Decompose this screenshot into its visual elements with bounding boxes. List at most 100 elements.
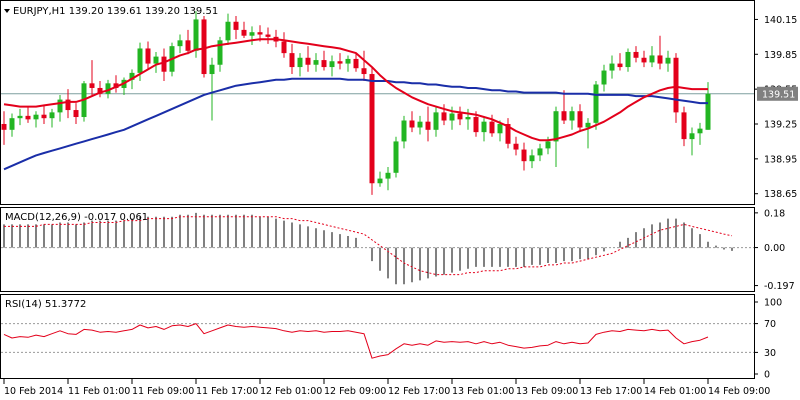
candle-body bbox=[73, 110, 79, 118]
candle-body bbox=[409, 120, 415, 128]
price-header: EURJPY,H1 139.20 139.61 139.20 139.51 bbox=[4, 6, 218, 17]
candle-body bbox=[305, 57, 311, 65]
candle-body bbox=[609, 63, 615, 71]
price-panel-frame bbox=[0, 0, 755, 205]
candle-body bbox=[689, 133, 695, 140]
candle-body bbox=[249, 32, 255, 36]
candle-body bbox=[553, 111, 559, 142]
candle-body bbox=[457, 113, 463, 120]
candle-body bbox=[705, 93, 711, 130]
candle-body bbox=[257, 32, 263, 35]
candle-body bbox=[193, 19, 199, 51]
candle-body bbox=[473, 117, 479, 133]
candle-body bbox=[393, 141, 399, 173]
candle-body bbox=[49, 112, 55, 119]
collapse-arrow-icon bbox=[4, 9, 10, 13]
candle-body bbox=[233, 21, 239, 30]
rsi-axis-label: 100 bbox=[764, 298, 782, 309]
candle-body bbox=[289, 53, 295, 68]
time-axis-label: 10 Feb 2014 bbox=[4, 386, 63, 397]
candle-body bbox=[33, 114, 39, 120]
time-axis-label: 12 Feb 17:00 bbox=[388, 386, 450, 397]
candle-body bbox=[1, 123, 7, 130]
candle-body bbox=[425, 121, 431, 130]
candle-body bbox=[577, 111, 583, 128]
candle-body bbox=[105, 83, 111, 94]
candle-body bbox=[337, 61, 343, 64]
candle-body bbox=[25, 115, 31, 120]
price-plot bbox=[1, 11, 754, 195]
candle-body bbox=[185, 40, 191, 51]
candle-body bbox=[545, 141, 551, 149]
candle-body bbox=[17, 115, 23, 119]
candle-body bbox=[89, 83, 95, 88]
candle-body bbox=[201, 19, 207, 75]
candle-body bbox=[65, 99, 71, 111]
candle-body bbox=[145, 48, 151, 64]
time-axis-label: 11 Feb 01:00 bbox=[68, 386, 130, 397]
price-axis-label: 139.25 bbox=[764, 119, 797, 130]
candle-body bbox=[633, 51, 639, 58]
time-axis-label: 14 Feb 09:00 bbox=[708, 386, 770, 397]
time-axis-label: 14 Feb 01:00 bbox=[644, 386, 706, 397]
candle-body bbox=[361, 68, 367, 75]
candle-body bbox=[561, 111, 567, 121]
time-axis-label: 12 Feb 09:00 bbox=[324, 386, 386, 397]
candle-body bbox=[625, 51, 631, 68]
rsi-axis-label: 0 bbox=[764, 370, 770, 381]
candle-body bbox=[97, 87, 103, 94]
candle-body bbox=[529, 155, 535, 162]
rsi-axis-label: 70 bbox=[764, 319, 776, 330]
candle-body bbox=[129, 72, 135, 80]
candle-body bbox=[345, 58, 351, 64]
rsi-line bbox=[3, 323, 709, 359]
candle-body bbox=[377, 178, 383, 184]
candle-body bbox=[313, 60, 319, 65]
candle-body bbox=[401, 120, 407, 142]
candle-body bbox=[681, 112, 687, 140]
current-price-label: 139.51 bbox=[762, 89, 795, 100]
macd-axis-label: 0.00 bbox=[764, 243, 785, 254]
candle-body bbox=[281, 41, 287, 54]
macd-plot bbox=[1, 212, 754, 285]
price-axis-label: 140.15 bbox=[764, 15, 797, 26]
time-axis-label: 13 Feb 01:00 bbox=[452, 386, 514, 397]
time-axis-label: 11 Feb 09:00 bbox=[132, 386, 194, 397]
candle-body bbox=[505, 123, 511, 144]
rsi-plot bbox=[1, 323, 754, 359]
current-price-box bbox=[757, 86, 798, 101]
slow-moving-average-line bbox=[3, 77, 708, 171]
time-axis-label: 12 Feb 01:00 bbox=[260, 386, 322, 397]
candle-body bbox=[441, 112, 447, 121]
macd-axis-label: -0.197 bbox=[764, 281, 795, 292]
rsi-panel-frame bbox=[0, 294, 755, 379]
candle-body bbox=[41, 114, 47, 119]
candle-body bbox=[369, 74, 375, 184]
price-header-text: EURJPY,H1 139.20 139.61 139.20 139.51 bbox=[13, 6, 218, 17]
candle-body bbox=[489, 121, 495, 134]
candle-body bbox=[57, 99, 63, 113]
candle-body bbox=[617, 63, 623, 68]
candle-body bbox=[641, 57, 647, 63]
rsi-header-text: RSI(14) 51.3772 bbox=[5, 299, 86, 310]
candle-body bbox=[601, 70, 607, 85]
candle-body bbox=[537, 148, 543, 156]
macd-axis-label: 0.18 bbox=[764, 208, 785, 219]
candle-body bbox=[241, 29, 247, 36]
macd-signal-line bbox=[4, 216, 733, 276]
candle-body bbox=[209, 64, 215, 75]
price-axis-label: 138.95 bbox=[764, 154, 797, 165]
axes: 140.15139.85139.55139.25138.95138.65139.… bbox=[3, 15, 798, 397]
candle-body bbox=[481, 121, 487, 133]
candle-body bbox=[385, 172, 391, 179]
candle-body bbox=[465, 117, 471, 120]
candle-body bbox=[673, 57, 679, 113]
candle-body bbox=[297, 57, 303, 68]
rsi-axis-label: 30 bbox=[764, 348, 776, 359]
candle-body bbox=[265, 34, 271, 37]
candle-body bbox=[153, 56, 159, 64]
candle-body bbox=[433, 112, 439, 130]
candle-body bbox=[513, 143, 519, 150]
candle-body bbox=[593, 84, 599, 123]
